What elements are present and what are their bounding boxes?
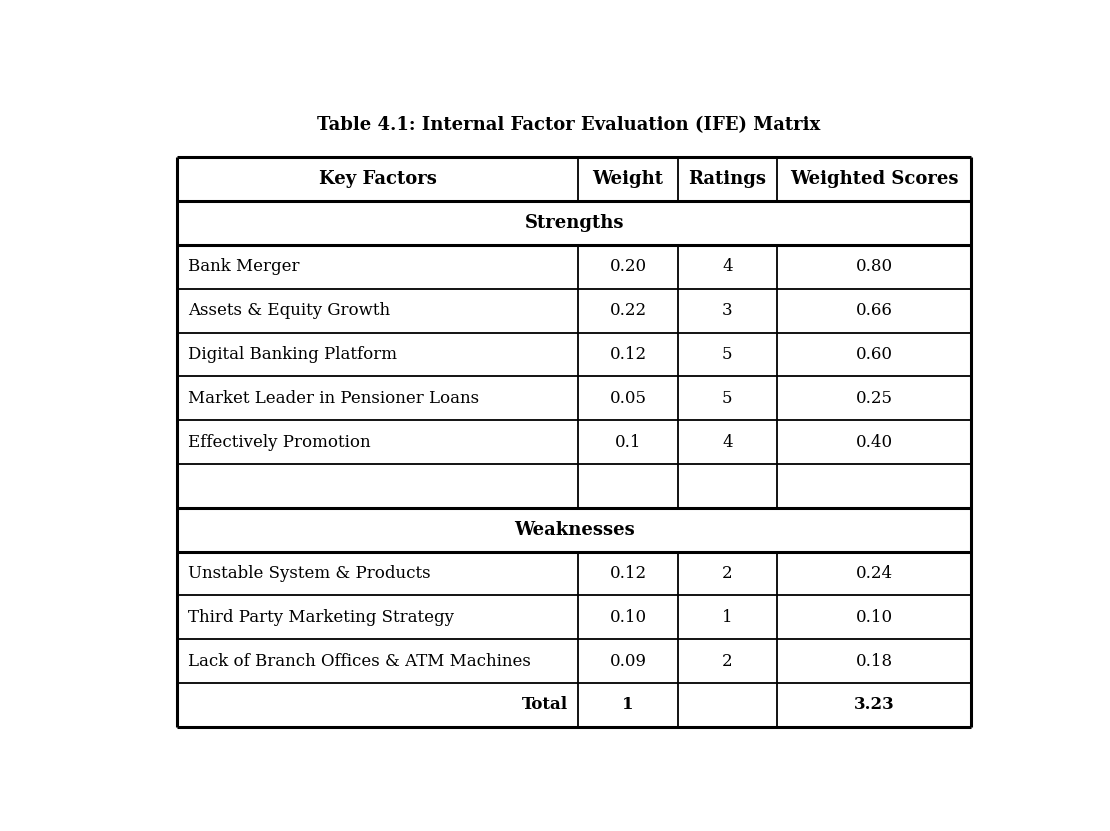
Text: Bank Merger: Bank Merger [188,258,300,275]
Text: 0.18: 0.18 [856,652,892,670]
Text: Key Factors: Key Factors [319,170,437,188]
Text: 2: 2 [722,565,733,582]
Text: Unstable System & Products: Unstable System & Products [188,565,431,582]
Text: 0.80: 0.80 [856,258,892,275]
Text: 5: 5 [723,390,733,406]
Text: Weaknesses: Weaknesses [514,521,635,538]
Text: Weighted Scores: Weighted Scores [790,170,958,188]
Text: Strengths: Strengths [525,214,624,232]
Text: 0.12: 0.12 [609,565,647,582]
Text: Assets & Equity Growth: Assets & Equity Growth [188,302,390,319]
Text: 0.40: 0.40 [856,434,892,450]
Text: 0.24: 0.24 [856,565,892,582]
Text: 4: 4 [722,258,733,275]
Text: 0.05: 0.05 [609,390,646,406]
Text: Table 4.1: Internal Factor Evaluation (IFE) Matrix: Table 4.1: Internal Factor Evaluation (I… [317,116,820,135]
Text: 0.20: 0.20 [609,258,647,275]
Text: 0.22: 0.22 [609,302,647,319]
Text: 4: 4 [722,434,733,450]
Text: 5: 5 [723,346,733,363]
Text: 0.25: 0.25 [856,390,892,406]
Text: Ratings: Ratings [688,170,766,188]
Text: 0.60: 0.60 [856,346,892,363]
Text: Effectively Promotion: Effectively Promotion [188,434,371,450]
Text: Market Leader in Pensioner Loans: Market Leader in Pensioner Loans [188,390,478,406]
Text: 1: 1 [623,696,634,713]
Text: 0.66: 0.66 [856,302,892,319]
Text: 3.23: 3.23 [854,696,895,713]
Text: Third Party Marketing Strategy: Third Party Marketing Strategy [188,609,454,626]
Text: 0.1: 0.1 [615,434,642,450]
Text: Digital Banking Platform: Digital Banking Platform [188,346,396,363]
Text: Total: Total [522,696,568,713]
Text: 0.10: 0.10 [609,609,647,626]
Text: 0.10: 0.10 [856,609,892,626]
Text: Weight: Weight [593,170,664,188]
Text: 3: 3 [722,302,733,319]
Text: 1: 1 [722,609,733,626]
Text: Lack of Branch Offices & ATM Machines: Lack of Branch Offices & ATM Machines [188,652,531,670]
Text: 0.09: 0.09 [609,652,646,670]
Text: 0.12: 0.12 [609,346,647,363]
Text: 2: 2 [722,652,733,670]
